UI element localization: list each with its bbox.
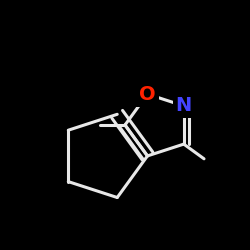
Text: N: N — [176, 96, 192, 116]
Text: O: O — [139, 84, 156, 103]
